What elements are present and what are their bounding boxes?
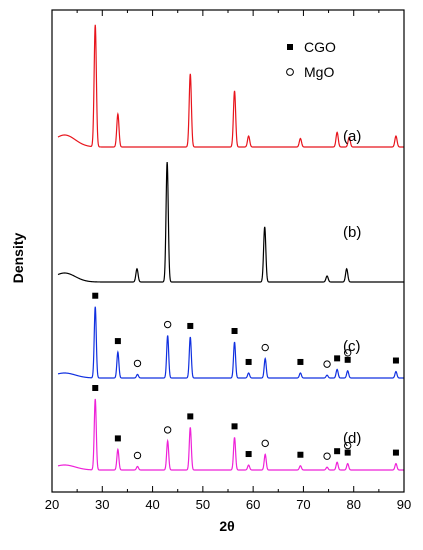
y-axis-title: Density (10, 233, 26, 284)
series-4-mgo-marker-3 (323, 452, 331, 460)
legend-cgo-label: CGO (304, 39, 336, 55)
x-tick-label-6: 80 (346, 497, 360, 512)
series-4-cgo-marker-3 (231, 423, 238, 430)
legend: CGO MgO (286, 39, 336, 80)
x-axis-title: 2θ (219, 518, 234, 534)
series-2-trace (57, 161, 404, 283)
series-3-trace (57, 306, 404, 379)
series-3-cgo-marker-1 (114, 338, 121, 345)
legend-mgo-label: MgO (304, 64, 334, 80)
plot-frame (51, 9, 405, 493)
series-4-trace (57, 398, 404, 471)
series-1-label: (a) (343, 128, 361, 145)
series-3-cgo-marker-5 (297, 358, 304, 365)
series-3-cgo-marker-3 (231, 328, 238, 334)
series-3-mgo-marker-0 (133, 359, 142, 368)
panel-labels-layer: (a) (b) (c) (d) (343, 128, 361, 447)
series-4-cgo-marker-8 (392, 449, 399, 456)
series-3-cgo-marker-6 (334, 355, 341, 362)
series-3-label: (c) (343, 338, 361, 355)
series-3-cgo-marker-0 (92, 292, 99, 299)
series-4-cgo-marker-5 (297, 451, 304, 458)
series-4-cgo-marker-0 (92, 385, 99, 391)
axes-layer: 20 30 40 50 60 70 80 90 (45, 9, 411, 512)
series-2-label: (b) (343, 224, 361, 241)
series-3-mgo-marker-3 (323, 360, 331, 368)
series-3-cgo-marker-4 (245, 358, 252, 365)
x-tick-label-0: 20 (45, 497, 59, 512)
markers-layer (92, 292, 399, 460)
traces-layer (57, 24, 404, 471)
legend-mgo-marker (286, 68, 294, 76)
series-3-cgo-marker-8 (392, 357, 399, 364)
series-4-mgo-marker-1 (163, 426, 172, 434)
series-4-mgo-marker-4 (343, 441, 352, 450)
legend-cgo-marker (287, 44, 293, 50)
series-3-cgo-marker-7 (344, 356, 351, 363)
x-tick-label-7: 90 (397, 497, 411, 512)
series-4-cgo-marker-7 (344, 449, 351, 456)
series-4-cgo-marker-1 (114, 435, 121, 442)
series-3-mgo-marker-4 (343, 349, 352, 357)
series-4-cgo-marker-2 (187, 413, 194, 420)
x-tick-label-1: 30 (95, 497, 109, 512)
series-4-mgo-marker-0 (133, 451, 142, 460)
x-tick-label-4: 60 (246, 497, 260, 512)
series-3-mgo-marker-1 (163, 320, 172, 329)
series-4-cgo-marker-6 (334, 448, 341, 455)
series-4-mgo-marker-2 (261, 439, 269, 448)
x-tick-label-2: 40 (145, 497, 159, 512)
series-3-mgo-marker-2 (261, 343, 269, 352)
series-4-cgo-marker-4 (245, 451, 252, 458)
series-3-cgo-marker-2 (187, 322, 194, 329)
x-tick-label-3: 50 (196, 497, 210, 512)
series-4-label: (d) (343, 430, 361, 447)
x-tick-label-5: 70 (296, 497, 310, 512)
series-1-trace (57, 24, 404, 148)
